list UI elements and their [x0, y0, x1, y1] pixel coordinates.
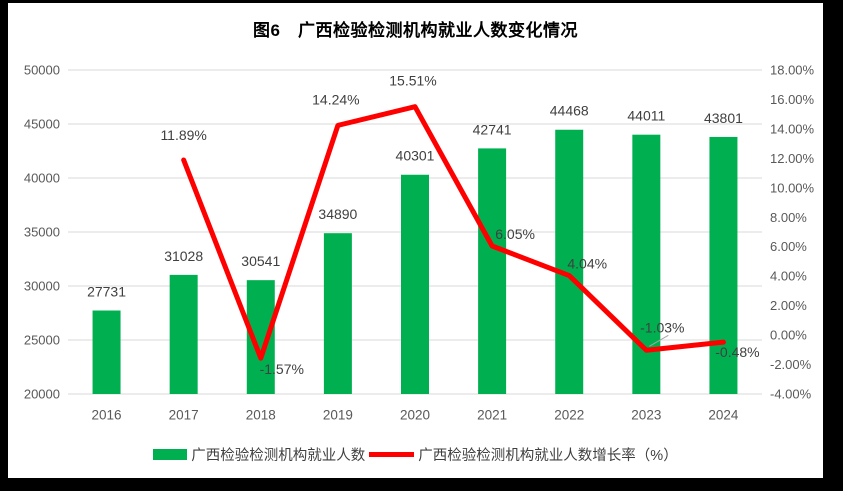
line-value-label-2018: -1.57% — [260, 361, 304, 377]
bar-value-label-2021: 42741 — [473, 121, 512, 137]
bar-2022 — [555, 129, 584, 394]
bar-2024 — [709, 136, 738, 394]
left-axis-tick-label: 50000 — [24, 63, 60, 78]
x-axis-label-2018: 2018 — [246, 408, 276, 423]
x-axis-label-2021: 2021 — [477, 408, 507, 423]
left-axis-tick-label: 30000 — [24, 279, 60, 294]
right-axis-tick-label: 2.00% — [770, 298, 807, 313]
left-axis-tick-label: 40000 — [24, 171, 60, 186]
x-axis-label-2020: 2020 — [400, 408, 430, 423]
right-axis-tick-label: 0.00% — [770, 328, 807, 343]
left-axis-tick-label: 35000 — [24, 225, 60, 240]
right-axis-tick-label: -2.00% — [770, 357, 812, 372]
legend-item-employees: 广西检验检测机构就业人数 — [153, 444, 365, 465]
line-value-label-2020: 15.51% — [389, 73, 436, 89]
x-axis-label-2019: 2019 — [323, 408, 353, 423]
line-value-label-2024: -0.48% — [715, 344, 759, 360]
x-axis-label-2017: 2017 — [169, 408, 199, 423]
bar-value-label-2020: 40301 — [396, 148, 435, 164]
bar-2016 — [92, 310, 121, 394]
bar-value-label-2019: 34890 — [318, 206, 357, 222]
line-value-label-2022: 4.04% — [567, 256, 607, 272]
bar-2017 — [169, 274, 198, 394]
right-axis-tick-label: 12.00% — [770, 151, 815, 166]
right-axis-tick-label: 10.00% — [770, 180, 815, 195]
right-axis-tick-label: 4.00% — [770, 269, 807, 284]
growth-rate-line — [181, 104, 726, 361]
x-axis-label-2023: 2023 — [631, 408, 661, 423]
line-value-label-2017: 11.89% — [160, 127, 206, 143]
right-axis-tick-label: 16.00% — [770, 92, 815, 107]
bar-value-label-2023: 44011 — [627, 108, 665, 124]
chart-frame: 图6 广西检验检测机构就业人数变化情况 20000 25000 30000 35000… — [8, 3, 823, 478]
line-value-label-2019: 14.24% — [312, 91, 359, 107]
legend-item-growth-rate: 广西检验检测机构就业人数增长率（%） — [369, 444, 678, 465]
x-axis-label-2016: 2016 — [92, 408, 122, 423]
right-axis-tick-label: -4.00% — [770, 387, 812, 402]
bar-value-label-2022: 44468 — [550, 103, 589, 119]
left-axis-tick-label: 25000 — [24, 333, 60, 348]
chart-legend: 广西检验检测机构就业人数 广西检验检测机构就业人数增长率（%） — [8, 443, 823, 465]
bar-series-swatch-icon — [153, 448, 188, 460]
line-value-label-2023: -1.03% — [640, 319, 684, 335]
x-axis-label-2024: 2024 — [708, 408, 739, 423]
right-axis-tick-label: 14.00% — [770, 121, 815, 136]
line-value-label-2021: 6.05% — [495, 226, 535, 242]
bar-value-label-2016: 27731 — [87, 284, 126, 300]
right-axis-tick-label: 8.00% — [770, 210, 807, 225]
label-leader-line — [649, 334, 669, 347]
x-axis-label-2022: 2022 — [554, 408, 584, 423]
left-axis-tick-label: 45000 — [24, 117, 60, 132]
right-axis-tick-label: 6.00% — [770, 239, 807, 254]
chart-title: 图6 广西检验检测机构就业人数变化情况 — [253, 21, 578, 40]
bar-2021 — [478, 148, 507, 394]
left-axis-tick-label: 20000 — [24, 387, 60, 402]
right-axis-tick-label: 18.00% — [770, 63, 815, 78]
bar-value-label-2017: 31028 — [164, 248, 203, 264]
bar-value-label-2018: 30541 — [241, 253, 280, 269]
bar-2019 — [323, 233, 352, 394]
bar-value-label-2024: 43801 — [704, 110, 743, 126]
bar-2023 — [632, 134, 661, 394]
legend-label-growth-rate: 广西检验检测机构就业人数增长率（%） — [418, 447, 678, 464]
combo-chart-plot-area: 20000 25000 30000 35000 40000 45000 50000 -4.00… — [24, 63, 815, 423]
line-series-swatch-icon — [369, 451, 415, 457]
legend-label-employees: 广西检验检测机构就业人数 — [191, 447, 366, 464]
bar-2020 — [401, 174, 429, 394]
